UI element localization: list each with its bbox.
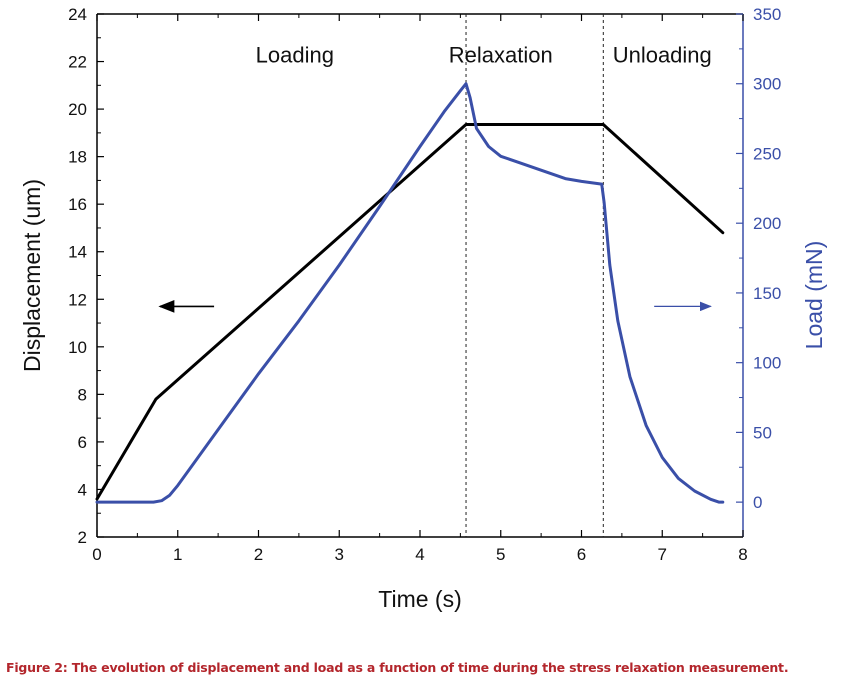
- y2-tick-label: 100: [753, 354, 781, 373]
- y-tick-label: 20: [68, 100, 87, 119]
- y-tick-label: 10: [68, 338, 87, 357]
- y2-tick-label: 200: [753, 214, 781, 233]
- x-tick-label: 0: [92, 545, 101, 564]
- y-tick-label: 14: [68, 243, 87, 262]
- series-lines: [95, 82, 725, 504]
- y-tick-label: 18: [68, 148, 87, 167]
- y-axis-title: Displacement (um): [19, 179, 45, 372]
- axis-ticks: 0 1 2 3 4 5 6 7 82468101214161820222405010015020…: [68, 5, 781, 564]
- x-tick-label: 6: [577, 545, 586, 564]
- phase-boundaries: [465, 14, 604, 537]
- displacement-series-line: [95, 123, 725, 501]
- plot-frame: [96, 13, 744, 538]
- phase-label: Unloading: [613, 42, 712, 67]
- y2-tick-label: 250: [753, 144, 781, 163]
- figure-caption: Figure 2: The evolution of displacement …: [6, 660, 789, 675]
- load-series-line: [95, 82, 725, 504]
- y2-tick-label: 350: [753, 5, 781, 24]
- y2-tick-label: 50: [753, 423, 772, 442]
- y-tick-label: 12: [68, 290, 87, 309]
- x-tick-label: 3: [335, 545, 344, 564]
- phase-label: Loading: [256, 42, 334, 67]
- x-tick-label: 5: [496, 545, 505, 564]
- x-tick-label: 7: [658, 545, 667, 564]
- y-tick-label: 4: [78, 480, 87, 499]
- x-tick-label: 8: [738, 545, 747, 564]
- y2-tick-label: 0: [753, 493, 762, 512]
- y-tick-label: 22: [68, 53, 87, 72]
- y-tick-label: 6: [78, 433, 87, 452]
- phase-label: Relaxation: [449, 42, 553, 67]
- x-axis-title: Time (s): [378, 586, 461, 612]
- y2-tick-label: 300: [753, 75, 781, 94]
- y2-axis-title: Load (mN): [801, 241, 827, 350]
- x-tick-label: 2: [254, 545, 263, 564]
- y-tick-label: 2: [78, 528, 87, 547]
- x-tick-label: 1: [173, 545, 182, 564]
- y2-tick-label: 150: [753, 284, 781, 303]
- y-tick-label: 16: [68, 195, 87, 214]
- y-tick-label: 24: [68, 5, 87, 24]
- stress-relaxation-chart: 0 1 2 3 4 5 6 7 82468101214161820222405010015020…: [19, 5, 827, 612]
- phase-labels: Loading Relaxation Unloading: [256, 42, 712, 67]
- x-tick-label: 4: [415, 545, 424, 564]
- y-tick-label: 8: [78, 385, 87, 404]
